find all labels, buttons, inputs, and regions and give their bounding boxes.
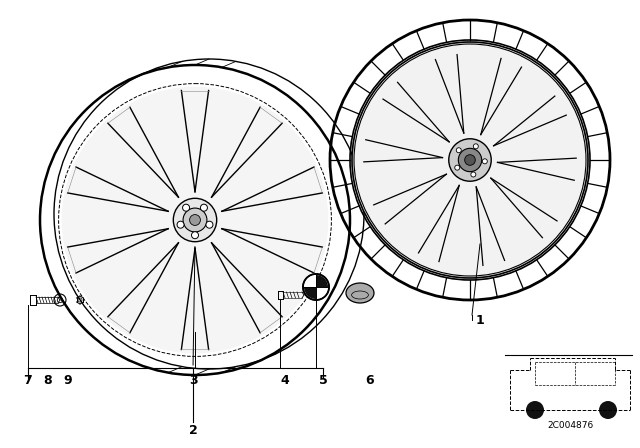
Text: 3: 3 [189,374,197,387]
Circle shape [474,144,478,149]
Circle shape [191,232,198,239]
Text: 4: 4 [280,374,289,387]
Circle shape [465,155,476,165]
Wedge shape [316,275,328,287]
Wedge shape [304,287,316,299]
Circle shape [173,198,217,242]
Circle shape [449,139,492,181]
Text: 7: 7 [24,374,33,387]
Text: 1: 1 [476,314,484,327]
Circle shape [483,159,487,164]
Circle shape [182,204,189,211]
Text: 8: 8 [44,374,52,387]
Circle shape [200,204,207,211]
Text: 9: 9 [64,374,72,387]
Circle shape [183,208,207,232]
Circle shape [352,42,588,278]
Ellipse shape [346,283,374,303]
Text: 2C004876: 2C004876 [547,421,593,430]
Circle shape [206,221,213,228]
Circle shape [458,148,482,172]
Wedge shape [304,275,316,287]
Text: 5: 5 [319,374,328,387]
Text: 2: 2 [189,423,197,436]
Circle shape [456,148,461,153]
Circle shape [599,401,617,419]
Text: 6: 6 [365,374,374,387]
Circle shape [526,401,544,419]
Circle shape [177,221,184,228]
Wedge shape [316,287,328,299]
Circle shape [189,215,200,225]
Circle shape [471,172,476,177]
Circle shape [61,87,328,353]
Circle shape [455,165,460,170]
